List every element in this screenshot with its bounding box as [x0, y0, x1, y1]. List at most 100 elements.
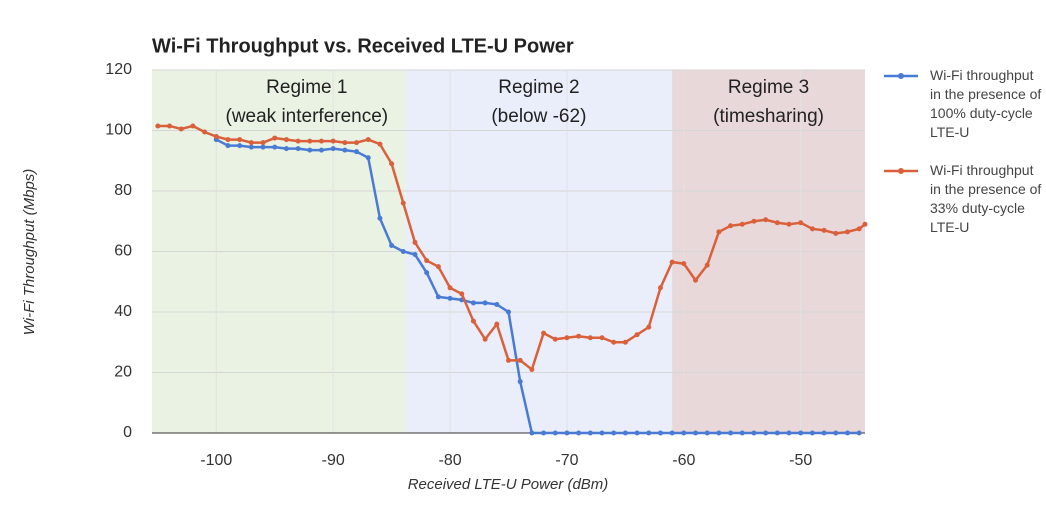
data-point	[447, 295, 453, 301]
data-point	[646, 430, 652, 436]
legend-label: Wi-Fi throughput in the presence of 100%…	[930, 67, 1042, 140]
data-point	[821, 430, 827, 436]
data-point	[576, 430, 582, 436]
region-label: (timesharing)	[713, 106, 824, 127]
data-point	[225, 143, 231, 149]
x-axis-label: Received LTE-U Power (dBm)	[408, 476, 609, 493]
data-point	[716, 430, 722, 436]
data-point	[225, 137, 231, 143]
data-point	[657, 285, 663, 291]
data-point	[693, 277, 699, 283]
chart-title: Wi-Fi Throughput vs. Received LTE-U Powe…	[152, 35, 574, 57]
data-point	[517, 379, 523, 385]
data-point	[213, 134, 219, 140]
data-point	[693, 430, 699, 436]
data-point	[786, 430, 792, 436]
data-point	[622, 339, 628, 345]
region-label: (weak interference)	[226, 106, 389, 127]
y-tick-label: 80	[114, 182, 132, 199]
x-tick-label: -90	[322, 452, 345, 469]
data-point	[494, 301, 500, 307]
data-point	[389, 161, 395, 167]
data-point	[248, 144, 254, 150]
data-point	[541, 430, 547, 436]
data-point	[611, 430, 617, 436]
data-point	[389, 242, 395, 248]
region-label: Regime 2	[498, 77, 579, 98]
x-tick-label: -80	[438, 452, 461, 469]
legend-swatch	[898, 73, 904, 79]
data-point	[237, 137, 243, 143]
data-point	[330, 146, 336, 152]
data-point	[482, 300, 488, 306]
data-point	[798, 220, 804, 226]
data-point	[728, 223, 734, 229]
data-point	[774, 430, 780, 436]
data-point	[295, 138, 301, 144]
data-point	[704, 262, 710, 268]
data-point	[272, 135, 278, 141]
data-point	[739, 221, 745, 227]
data-point	[167, 123, 173, 129]
data-point	[330, 138, 336, 144]
data-point	[669, 430, 675, 436]
data-point	[377, 215, 383, 221]
data-point	[424, 270, 430, 276]
data-point	[470, 300, 476, 306]
y-axis-label: Wi-Fi Throughput (Mbps)	[21, 169, 38, 336]
data-point	[599, 430, 605, 436]
data-point	[295, 146, 301, 152]
data-point	[611, 339, 617, 345]
data-point	[435, 294, 441, 300]
y-tick-label: 40	[114, 303, 132, 320]
data-point	[552, 336, 558, 342]
data-point	[786, 221, 792, 227]
data-point	[716, 229, 722, 235]
data-point	[494, 321, 500, 327]
data-point	[307, 138, 313, 144]
data-point	[862, 221, 868, 227]
data-point	[435, 264, 441, 270]
data-point	[552, 430, 558, 436]
y-tick-label: 100	[105, 122, 132, 139]
data-point	[342, 140, 348, 146]
data-point	[856, 226, 862, 232]
data-point	[260, 140, 266, 146]
region-label: Regime 3	[728, 77, 809, 98]
data-point	[506, 309, 511, 315]
data-point	[774, 220, 780, 226]
data-point	[821, 227, 827, 233]
data-point	[342, 147, 348, 153]
data-point	[809, 226, 815, 232]
legend-label: Wi-Fi throughput in the presence of 33% …	[930, 162, 1042, 235]
data-point	[506, 357, 511, 363]
data-point	[424, 258, 430, 264]
data-point	[576, 333, 582, 339]
data-point	[248, 140, 254, 146]
data-point	[833, 430, 839, 436]
data-point	[704, 430, 710, 436]
y-tick-label: 0	[123, 424, 132, 441]
data-point	[564, 430, 570, 436]
legend-swatch	[898, 168, 904, 174]
data-point	[751, 430, 757, 436]
x-tick-label: -50	[789, 452, 812, 469]
data-point	[622, 430, 628, 436]
data-point	[482, 336, 488, 342]
y-tick-label: 20	[114, 364, 132, 381]
data-point	[412, 252, 418, 258]
data-point	[763, 217, 769, 223]
data-point	[459, 291, 465, 297]
data-point	[541, 330, 547, 336]
data-point	[751, 218, 757, 224]
data-point	[377, 141, 383, 147]
data-point	[517, 357, 523, 363]
data-point	[728, 430, 734, 436]
data-point	[190, 123, 196, 129]
data-point	[283, 146, 289, 152]
data-point	[307, 147, 313, 153]
data-point	[634, 332, 640, 338]
data-point	[400, 249, 406, 254]
